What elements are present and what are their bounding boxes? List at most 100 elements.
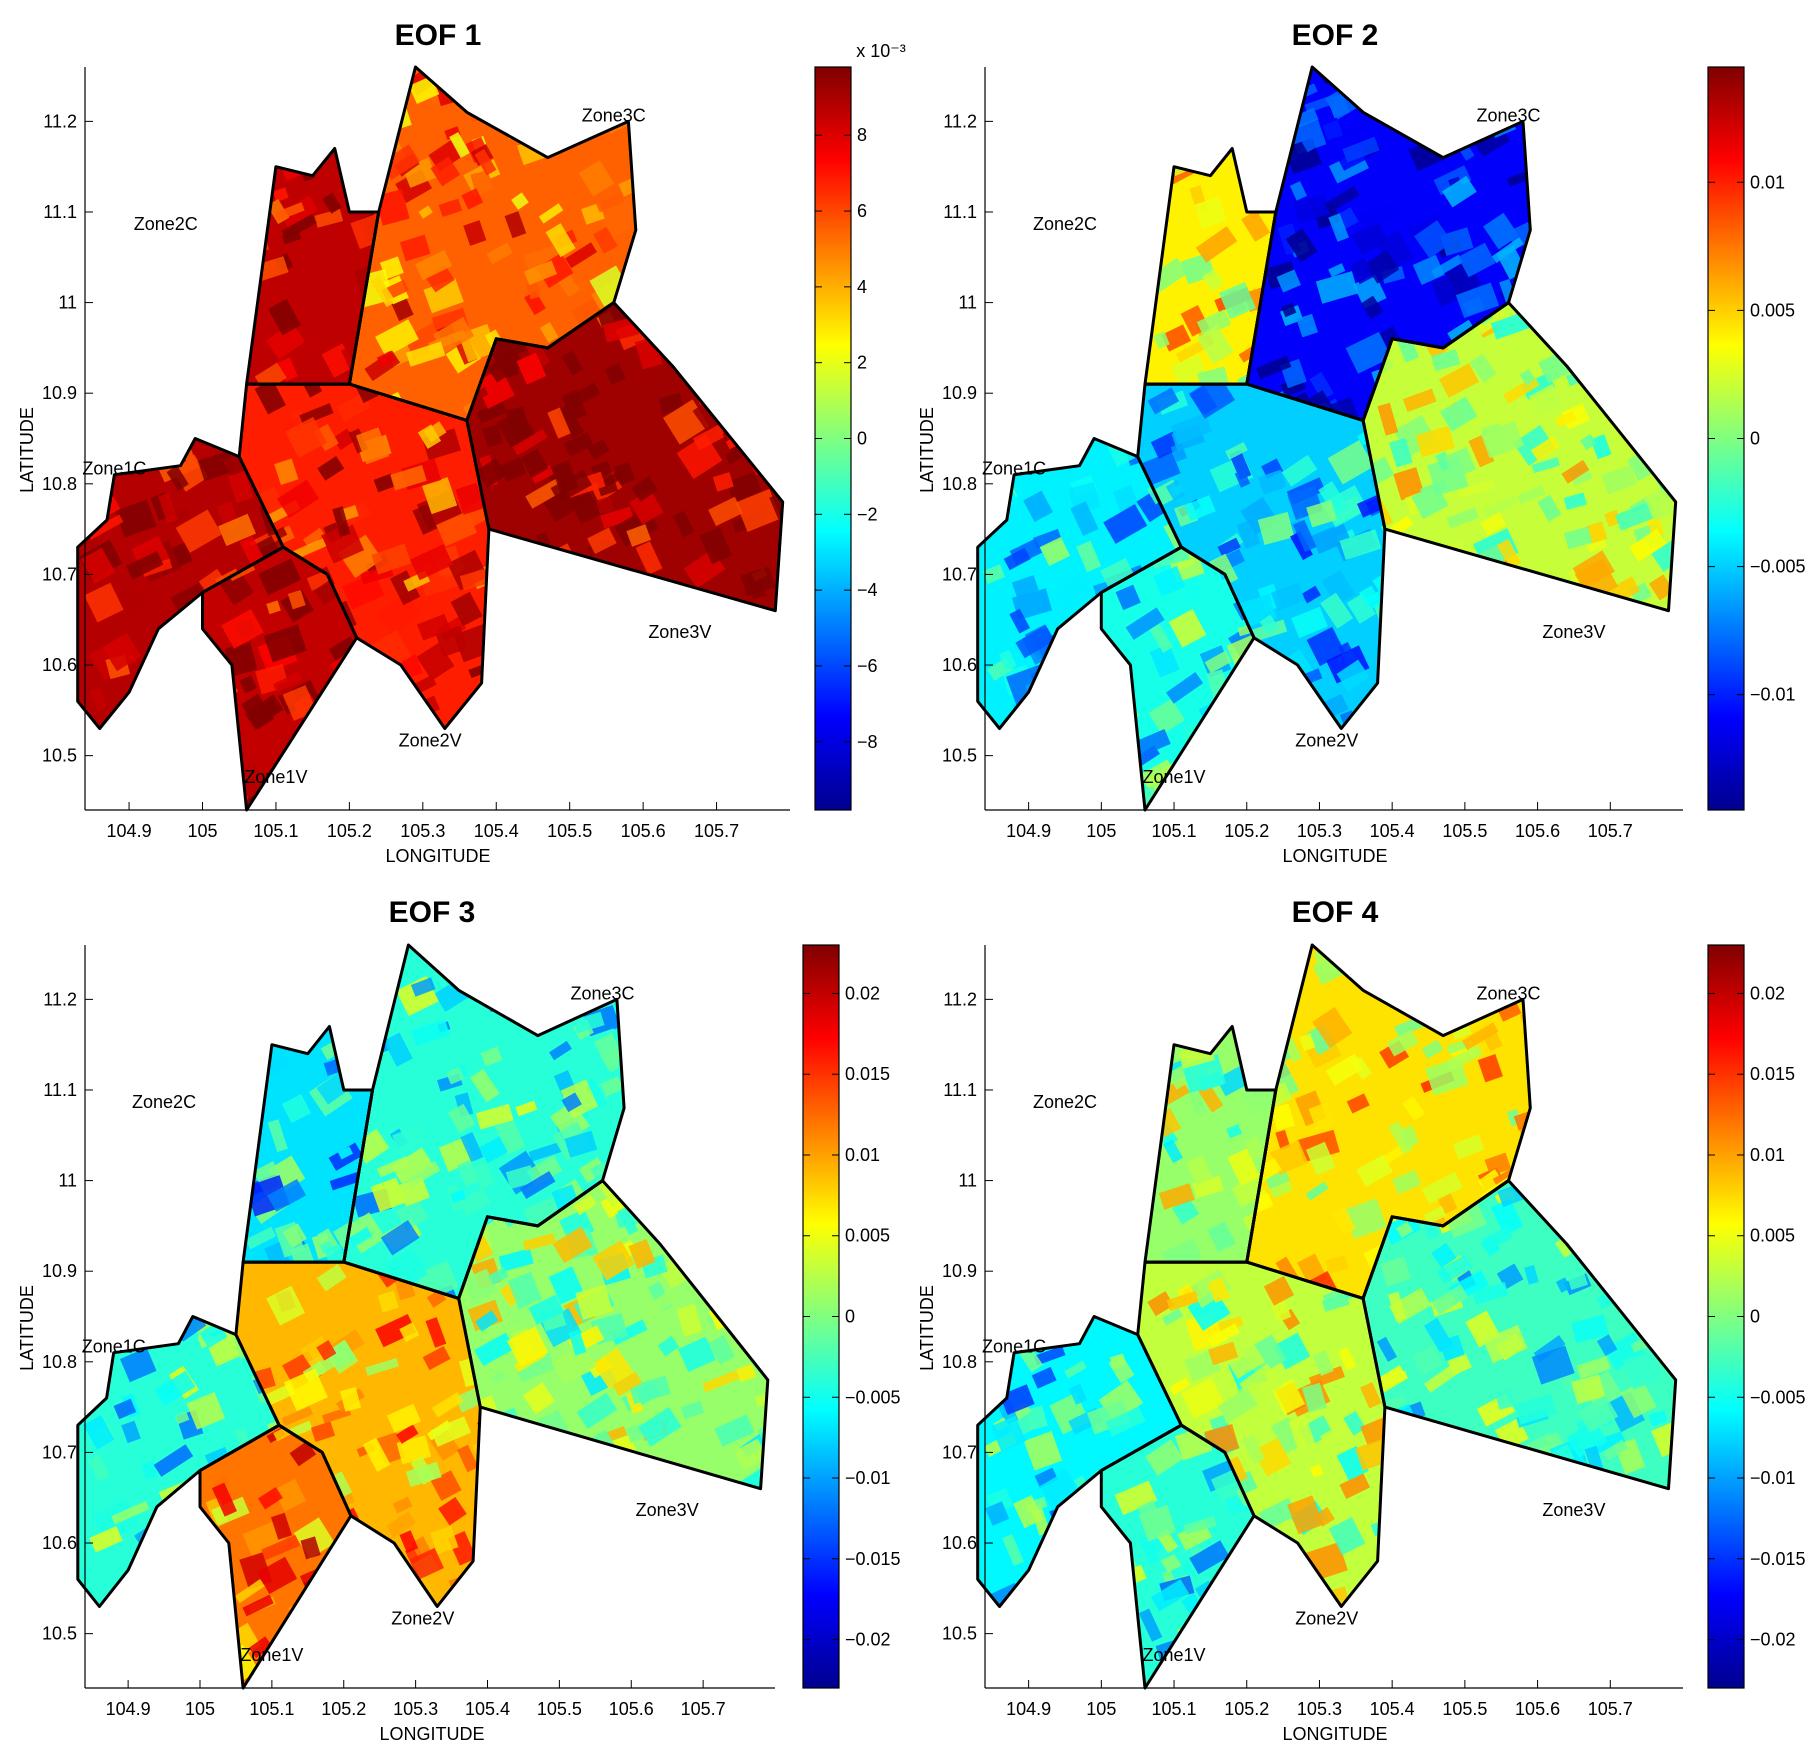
y-tick-label: 10.8: [42, 474, 77, 494]
zone-boundary: [1100, 545, 1183, 594]
zone-label: Zone1V: [1143, 1645, 1206, 1665]
colorbar-tick-label: −0.015: [1750, 1549, 1806, 1569]
y-tick-label: 10.8: [942, 1352, 977, 1372]
y-tick-label: 11: [58, 293, 77, 313]
colorbar-tick-label: 0: [857, 429, 867, 449]
zone-boundary: [347, 211, 381, 385]
colorbar-tick-label: −4: [857, 580, 878, 600]
x-tick-label: 105.2: [1224, 821, 1269, 841]
x-tick-label: 105.7: [681, 1699, 726, 1719]
zone-label: Zone2V: [399, 731, 462, 751]
x-tick-label: 104.9: [106, 1699, 151, 1719]
y-tick-label: 10.8: [942, 474, 977, 494]
x-tick-label: 105.6: [609, 1699, 654, 1719]
colorbar-tick-label: 0.015: [1750, 1064, 1795, 1084]
zone-label: Zone3C: [582, 105, 646, 125]
colorbar-tick-label: 2: [857, 353, 867, 373]
y-tick-label: 10.7: [42, 1442, 77, 1462]
zone-texture: [244, 1031, 373, 1263]
y-tick-label: 11.1: [43, 1080, 77, 1100]
x-tick-label: 105.6: [1515, 821, 1560, 841]
zone-label: Zone3V: [648, 622, 711, 642]
colorbar-multiplier: x 10⁻³: [856, 41, 906, 61]
y-tick-label: 10.6: [42, 1533, 77, 1553]
zone-label: Zone2V: [1295, 731, 1358, 751]
x-tick-label: 105.4: [465, 1699, 510, 1719]
zone-boundary: [1180, 1423, 1226, 1454]
zone-label: Zone2V: [391, 1609, 454, 1629]
x-tick-label: 105.1: [249, 1699, 294, 1719]
x-tick-label: 105.3: [400, 821, 445, 841]
y-tick-label: 10.7: [942, 1442, 977, 1462]
x-tick-label: 105.1: [1152, 1699, 1197, 1719]
x-tick-label: 105.4: [1370, 1699, 1415, 1719]
colorbar-tick-label: 0.02: [1750, 983, 1785, 1003]
zone-label: Zone3V: [1542, 1500, 1605, 1520]
zone-label: Zone2C: [1033, 214, 1097, 234]
x-tick-label: 105.5: [1442, 821, 1487, 841]
colorbar-tick-label: −0.01: [845, 1468, 891, 1488]
colorbar-tick-label: 0.01: [845, 1145, 880, 1165]
colorbar-tick-label: −2: [857, 504, 878, 524]
x-tick-label: 104.9: [1006, 1699, 1051, 1719]
x-tick-label: 105.7: [1588, 1699, 1633, 1719]
y-tick-label: 10.9: [42, 1261, 77, 1281]
zone-boundary: [199, 1423, 280, 1472]
x-tick-label: 104.9: [1006, 821, 1051, 841]
y-tick-label: 10.6: [942, 655, 977, 675]
zone-boundary: [282, 545, 329, 576]
zone-label: Zone3C: [1476, 105, 1540, 125]
x-tick-label: 104.9: [107, 821, 152, 841]
y-tick-label: 10.5: [942, 746, 977, 766]
colorbar-tick-label: 8: [857, 125, 867, 145]
zone-label: Zone2C: [132, 1092, 196, 1112]
colorbar-tick-label: 0: [1750, 1307, 1760, 1327]
y-tick-label: 10.9: [42, 383, 77, 403]
colorbar-tick-label: 0.005: [1750, 1226, 1795, 1246]
panel-eof-3: 104.9 105 105.1 105.2 105.3 105.4 105.5 105.6 10…: [17, 896, 901, 1744]
zone-label: Zone1C: [82, 459, 146, 479]
x-tick-label: 105: [1086, 821, 1116, 841]
colorbar-tick-label: −0.005: [1750, 1387, 1806, 1407]
x-tick-label: 105.5: [1442, 1699, 1487, 1719]
zone-boundary: [278, 1423, 324, 1454]
x-tick-label: 105.1: [253, 821, 298, 841]
x-axis-label: LONGITUDE: [385, 846, 490, 866]
y-tick-label: 11.2: [943, 111, 977, 131]
zone-label: Zone2V: [1295, 1609, 1358, 1629]
y-tick-label: 10.5: [42, 746, 77, 766]
zone-boundary: [1180, 545, 1226, 576]
x-tick-label: 105.6: [1515, 1699, 1560, 1719]
colorbar-tick-label: 0.005: [845, 1226, 890, 1246]
zone-label: Zone1V: [244, 767, 307, 787]
x-tick-label: 105.3: [1297, 821, 1342, 841]
y-tick-label: 11.1: [943, 1080, 977, 1100]
y-tick-label: 10.9: [942, 1261, 977, 1281]
zone-label: Zone3C: [570, 983, 634, 1003]
x-tick-label: 105.6: [621, 821, 666, 841]
colorbar-tick-label: 0.01: [1750, 1145, 1785, 1165]
y-tick-label: 11: [958, 293, 977, 313]
colorbar-tick-label: −6: [857, 656, 878, 676]
x-tick-label: 105.2: [327, 821, 372, 841]
colorbar-tick-label: 0: [1750, 429, 1760, 449]
colorbar-tick-label: 0.005: [1750, 300, 1795, 320]
colorbar-tick-label: 0: [845, 1307, 855, 1327]
x-tick-label: 105.5: [537, 1699, 582, 1719]
panel-title: EOF 4: [1292, 896, 1379, 929]
panel-title: EOF 3: [389, 896, 476, 929]
colorbar-tick-label: −0.02: [1750, 1630, 1796, 1650]
x-tick-label: 105.1: [1152, 821, 1197, 841]
x-tick-label: 105.2: [321, 1699, 366, 1719]
x-tick-label: 105.3: [393, 1699, 438, 1719]
y-tick-label: 11: [958, 1171, 977, 1191]
y-tick-label: 10.6: [942, 1533, 977, 1553]
zone-label: Zone1C: [982, 1337, 1046, 1357]
zone-boundary: [201, 545, 285, 594]
colorbar-tick-label: 0.01: [1750, 172, 1785, 192]
colorbar-tick-label: −0.01: [1750, 1468, 1796, 1488]
x-tick-label: 105.5: [547, 821, 592, 841]
x-tick-label: 105: [185, 1699, 215, 1719]
zone-zone3v: [1363, 302, 1676, 611]
zone-boundary: [457, 1179, 604, 1299]
